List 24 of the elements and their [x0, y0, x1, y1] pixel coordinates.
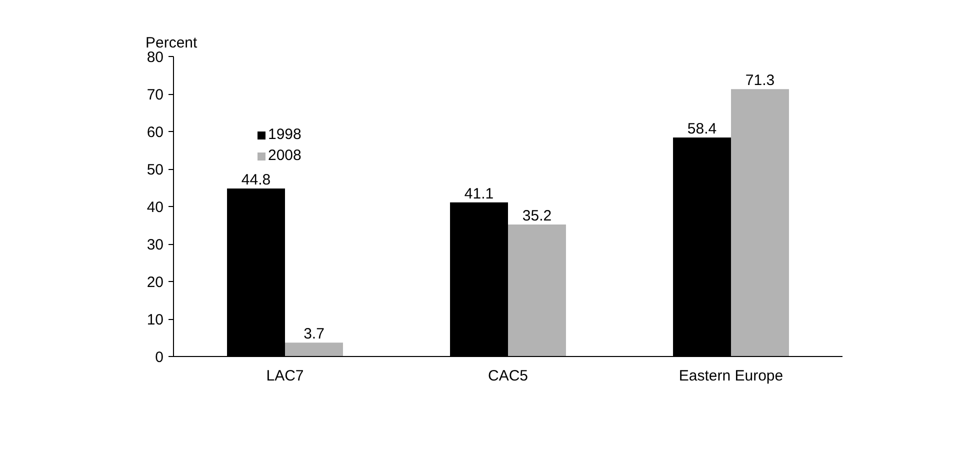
y-tick-label: 80 — [146, 49, 164, 66]
x-tick-label: LAC7 — [266, 368, 304, 384]
data-label: 35.2 — [522, 208, 552, 224]
bar — [731, 89, 789, 356]
legend-label: 1998 — [268, 126, 302, 143]
x-tick-label: Eastern Europe — [678, 368, 784, 384]
y-tick-label: 20 — [146, 274, 164, 291]
y-tick-label: 0 — [155, 349, 164, 366]
data-label: 71.3 — [745, 72, 775, 90]
y-tick-label: 70 — [146, 86, 164, 104]
x-tick-label: CAC5 — [488, 368, 528, 384]
data-label: 3.7 — [304, 326, 324, 343]
y-axis-title: Percent — [146, 34, 198, 52]
y-tick-label: 60 — [146, 124, 164, 141]
y-tick-label: 30 — [146, 236, 164, 254]
data-label: 44.8 — [241, 172, 271, 188]
y-tick-label: 10 — [146, 312, 164, 328]
bar — [285, 342, 343, 356]
y-tick-label: 50 — [146, 162, 164, 178]
data-label: 58.4 — [687, 120, 717, 138]
legend-label: 2008 — [268, 147, 302, 164]
data-label: 41.1 — [464, 185, 494, 202]
y-tick-label: 40 — [146, 199, 164, 216]
bar — [508, 224, 566, 356]
